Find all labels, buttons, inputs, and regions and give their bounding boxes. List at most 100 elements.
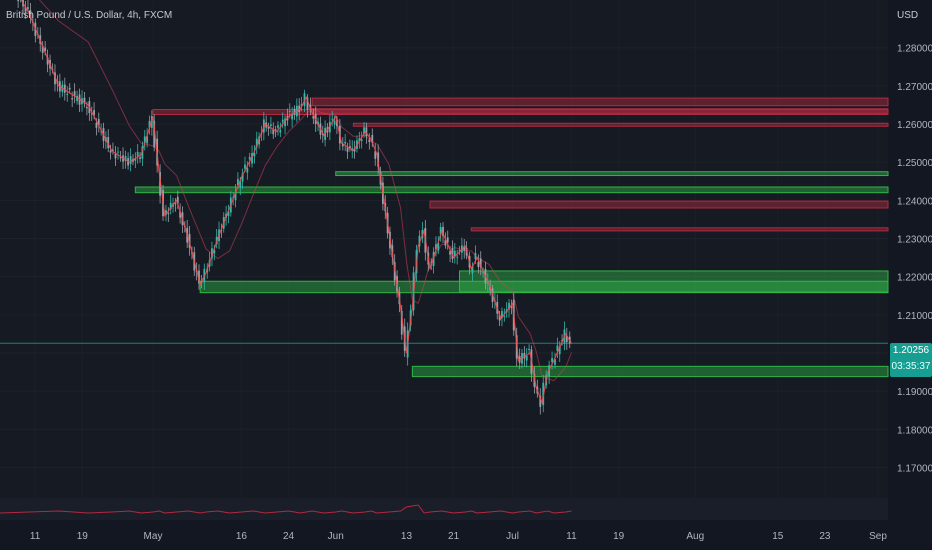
candle-body [288, 110, 291, 112]
x-tick-label: 11 [30, 531, 41, 542]
candle-body [368, 139, 371, 143]
time-scale-panel[interactable] [0, 520, 932, 550]
candle-body [83, 97, 86, 104]
candle-body [112, 149, 114, 151]
candle-body [458, 250, 461, 252]
candle-body [558, 346, 561, 355]
candle-body [503, 315, 506, 317]
y-tick-label: 1.27000 [897, 82, 932, 93]
candle-body [331, 118, 334, 120]
candle-body [510, 306, 513, 308]
x-tick-label: 24 [283, 531, 295, 542]
candle-body [169, 202, 172, 210]
candle-body [179, 211, 182, 218]
candle-body [117, 151, 119, 153]
candle-body [344, 141, 347, 144]
x-tick-label: 13 [401, 531, 413, 542]
demand-zone [134, 186, 889, 194]
price-scale-panel[interactable] [888, 0, 932, 550]
candle-body [374, 151, 377, 159]
candle-body [66, 93, 69, 96]
supply-zone [470, 227, 889, 232]
candle-body [246, 168, 249, 173]
candle-body [551, 358, 553, 363]
candle-body [328, 121, 331, 133]
candle-body [244, 164, 246, 169]
candle-body [554, 359, 556, 365]
demand-zone [199, 280, 889, 294]
candle-body [479, 258, 482, 268]
candle-body [291, 114, 294, 120]
candle-body [528, 348, 530, 351]
candle-body [453, 250, 456, 257]
candle-body [363, 127, 365, 134]
candle-body [136, 152, 139, 157]
candle-body [439, 227, 442, 235]
candle-body [153, 120, 156, 148]
candle-body [124, 155, 127, 162]
candle-body [346, 147, 349, 152]
candle-body [418, 235, 421, 247]
supply-zone [311, 97, 889, 107]
candle-body [451, 247, 454, 259]
candle-body [556, 345, 559, 352]
demand-zone [335, 171, 889, 177]
candle-body [267, 126, 270, 129]
x-tick-label: May [144, 531, 163, 542]
currency-label: USD [897, 10, 919, 21]
candle-body [444, 240, 447, 246]
candle-body [176, 196, 179, 204]
candle-body [129, 156, 132, 165]
candle-body [29, 10, 32, 19]
candle-body [148, 120, 151, 128]
candle-body [437, 242, 440, 251]
moving-average-line [38, 0, 572, 382]
x-tick-label: Jul [506, 531, 519, 542]
candle-body [253, 152, 256, 157]
candle-body [17, 0, 20, 2]
y-tick-label: 1.21000 [897, 311, 932, 322]
candle-body [435, 244, 437, 250]
candle-body [565, 335, 568, 343]
candle-body [198, 270, 200, 284]
supply-zone [352, 122, 889, 127]
candle-body [277, 125, 279, 128]
candle-body [300, 104, 303, 106]
candle-body [442, 226, 444, 236]
candle-body [525, 355, 528, 361]
x-tick-label: 21 [448, 531, 460, 542]
candle-body [279, 130, 282, 133]
candle-body [471, 266, 474, 274]
candle-body [449, 251, 451, 255]
supply-zone [311, 108, 889, 114]
candle-body [333, 120, 336, 125]
demand-zone [411, 365, 889, 378]
candle-body [234, 191, 237, 201]
candle-body [143, 136, 146, 143]
candle-body [139, 157, 141, 159]
candle-body [46, 57, 49, 65]
symbol-title[interactable]: British Pound / U.S. Dollar, 4h, FXCM [6, 10, 173, 21]
candle-body [93, 110, 95, 116]
candle-body [134, 158, 137, 161]
candle-body [241, 173, 244, 182]
y-tick-label: 1.24000 [897, 196, 932, 207]
candle-body [284, 118, 286, 127]
candle-body [174, 203, 177, 205]
x-tick-label: Sep [869, 531, 887, 542]
candle-body [272, 129, 275, 135]
candle-body [281, 119, 284, 122]
candle-body [159, 172, 161, 196]
candle-body [71, 98, 74, 100]
candle-body [353, 148, 356, 152]
candle-body [44, 47, 47, 52]
candle-body [474, 253, 477, 260]
price-line-series [20, 0, 573, 405]
candle-body [255, 138, 258, 147]
candle-body [213, 249, 216, 254]
y-tick-label: 1.23000 [897, 235, 932, 246]
candle-body [73, 91, 76, 96]
y-tick-label: 1.19000 [897, 387, 932, 398]
